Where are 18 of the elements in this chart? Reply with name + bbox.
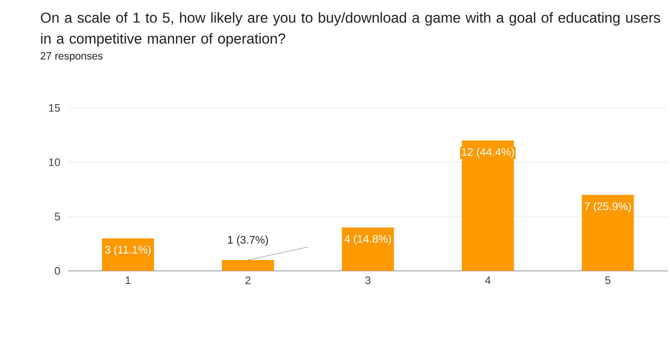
y-tick-label: 0 [54, 267, 60, 275]
data-label: 7 (25.9%) [584, 202, 631, 212]
data-label: 3 (11.1%) [105, 246, 151, 256]
chart-title: On a scale of 1 to 5, how likely are you to buy/download a game with a goal of educating users in a competitive manner of operation? [40, 12, 660, 47]
x-tick-label: 5 [605, 276, 610, 284]
x-tick-label: 4 [485, 276, 491, 284]
bar [222, 260, 274, 271]
data-label: 1 (3.7%) [228, 236, 268, 246]
data-label: 12 (44.4%) [462, 148, 514, 158]
x-tick-label: 2 [245, 276, 250, 284]
y-tick-label: 15 [49, 104, 60, 112]
x-tick-label: 3 [365, 276, 370, 284]
data-label: 4 (14.8%) [344, 234, 391, 245]
x-tick-label: 1 [126, 276, 130, 284]
chart-subtitle: 27 responses [40, 52, 103, 62]
bar [462, 140, 514, 271]
y-tick-label: 5 [54, 212, 60, 220]
y-tick-label: 10 [49, 158, 60, 166]
